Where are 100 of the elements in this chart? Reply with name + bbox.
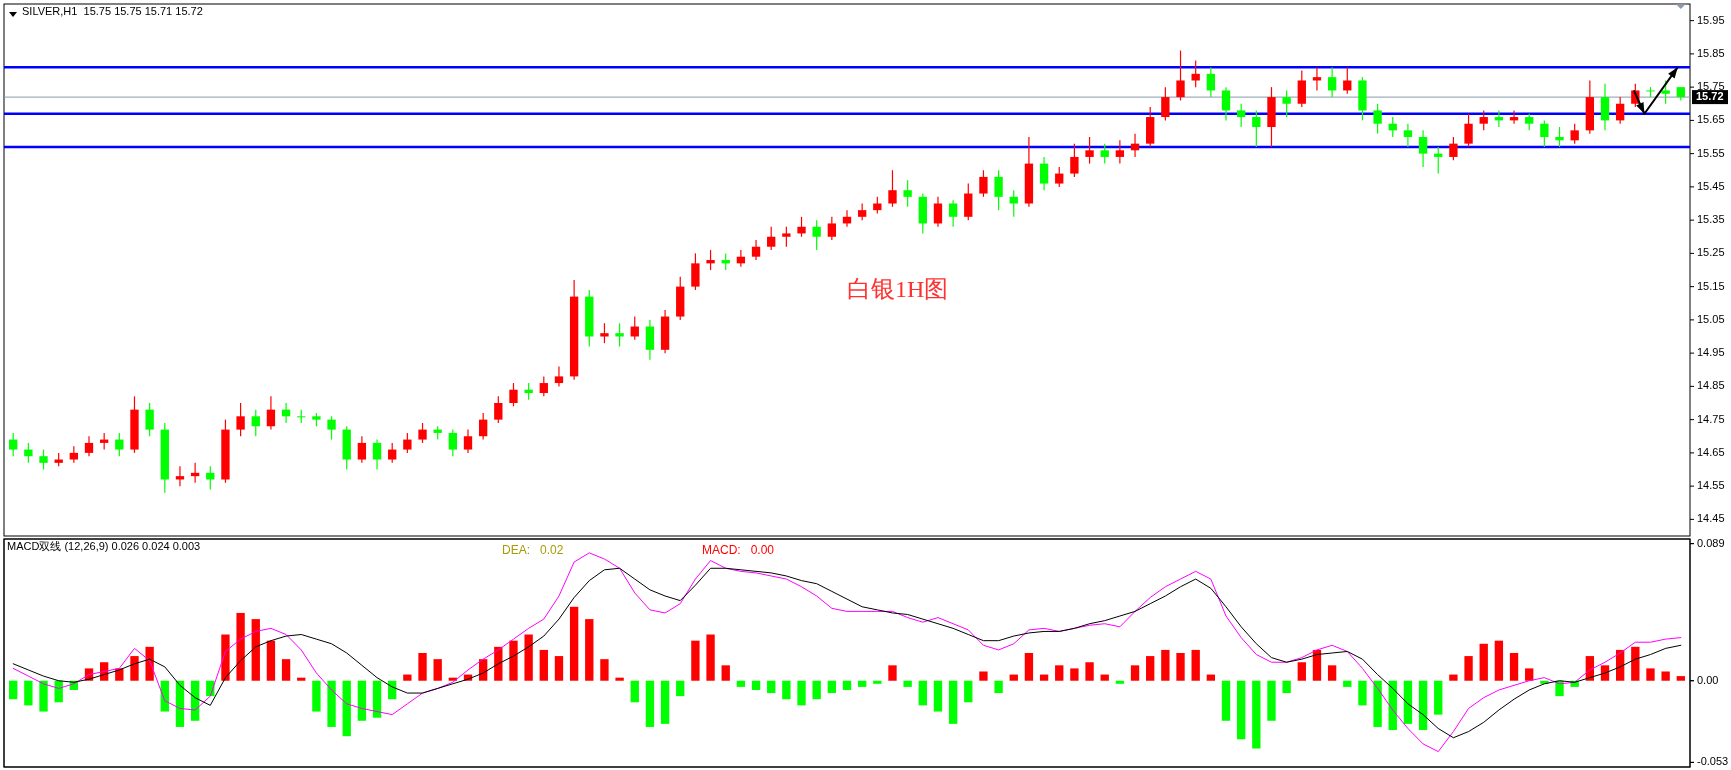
bar [1024, 653, 1034, 681]
bar [1449, 674, 1458, 681]
bar [1661, 671, 1670, 681]
bar [812, 680, 821, 700]
candlestick [1085, 136, 1094, 165]
candlestick [1221, 86, 1231, 121]
bar [433, 659, 442, 681]
bar [1070, 668, 1079, 681]
bar [979, 671, 988, 681]
y-tick-label: 15.25 [1697, 246, 1725, 259]
bar [918, 680, 927, 706]
candlestick [964, 182, 973, 221]
candlestick [812, 219, 821, 251]
bar [1055, 665, 1064, 681]
bar [281, 659, 291, 681]
bar [569, 606, 579, 681]
candlestick [691, 252, 700, 291]
bar [297, 677, 306, 681]
bar [372, 680, 382, 718]
candlestick [84, 435, 94, 457]
candlestick [827, 216, 837, 241]
bar [1479, 643, 1488, 681]
chart-title: MACD双线 (12,26,9) 0.026 0.024 0.003 [7, 540, 201, 552]
bar [751, 680, 761, 690]
bar [1221, 680, 1231, 721]
candlestick [24, 442, 33, 464]
bar [251, 619, 260, 681]
candlestick [388, 442, 397, 464]
candlestick [372, 438, 382, 471]
bar [782, 680, 791, 700]
bar [933, 680, 943, 712]
candlestick [706, 249, 715, 271]
y-tick-label: 15.15 [1697, 279, 1725, 292]
bar [1009, 674, 1018, 681]
candlestick [1115, 139, 1125, 165]
candlestick [1373, 103, 1382, 135]
bar [1464, 656, 1473, 681]
y-tick-label: 15.45 [1697, 179, 1725, 192]
bar [539, 649, 548, 681]
bar [236, 612, 245, 681]
bar [1039, 674, 1049, 681]
candlestick [1615, 96, 1625, 125]
candlestick [1236, 103, 1246, 128]
candlestick [327, 415, 336, 441]
candlestick [1176, 49, 1185, 102]
candlestick [266, 395, 276, 431]
candlestick [751, 239, 761, 261]
candlestick [1009, 189, 1018, 218]
y-tick-label: 15.55 [1697, 146, 1725, 159]
bar [1373, 680, 1382, 727]
candlestick [9, 432, 18, 457]
candlestick [933, 196, 943, 228]
bar [1358, 680, 1367, 706]
y-tick-label: 14.85 [1697, 379, 1725, 392]
bar [524, 634, 533, 681]
bar [1100, 674, 1109, 681]
y-tick-label: 14.45 [1697, 512, 1725, 525]
bar [873, 680, 882, 684]
chart-title: SILVER,H1 15.75 15.75 15.71 15.72 [22, 5, 203, 17]
candlestick [554, 365, 564, 387]
bar [1252, 680, 1261, 749]
candlestick [1161, 86, 1170, 121]
bar [327, 680, 336, 727]
bar [1297, 662, 1306, 681]
bar [418, 653, 427, 681]
candlestick [494, 395, 503, 424]
candlestick [1070, 143, 1079, 178]
bar [130, 656, 139, 681]
bar [721, 665, 730, 681]
bar [357, 680, 367, 721]
y-tick-label: 15.95 [1697, 13, 1725, 26]
ref-line-label: 15.72 [1696, 90, 1724, 103]
bar [509, 640, 518, 681]
bar [676, 680, 685, 697]
bar [1267, 680, 1276, 721]
candlestick [1661, 79, 1670, 105]
y-tick-label: -0.053 [1697, 755, 1729, 768]
candlestick [403, 432, 412, 454]
candlestick [615, 322, 624, 348]
y-tick-label: 0.089 [1697, 536, 1725, 549]
bar [767, 680, 776, 694]
candlestick [145, 402, 154, 437]
bar [1631, 646, 1640, 681]
bar [660, 680, 670, 724]
candlestick [357, 435, 367, 464]
candlestick [994, 169, 1003, 211]
bar [948, 680, 958, 724]
candlestick [1600, 83, 1610, 131]
candlestick [1206, 66, 1216, 98]
candlestick [1100, 143, 1109, 165]
bar [1509, 653, 1519, 681]
candlestick [509, 382, 518, 407]
candlestick [418, 422, 427, 444]
bar [1191, 649, 1200, 681]
bar [857, 680, 867, 687]
candlestick [948, 199, 958, 228]
y-tick-label: 0.00 [1697, 673, 1719, 686]
bar [1085, 662, 1094, 681]
bar [691, 640, 700, 681]
candlestick [115, 432, 124, 457]
